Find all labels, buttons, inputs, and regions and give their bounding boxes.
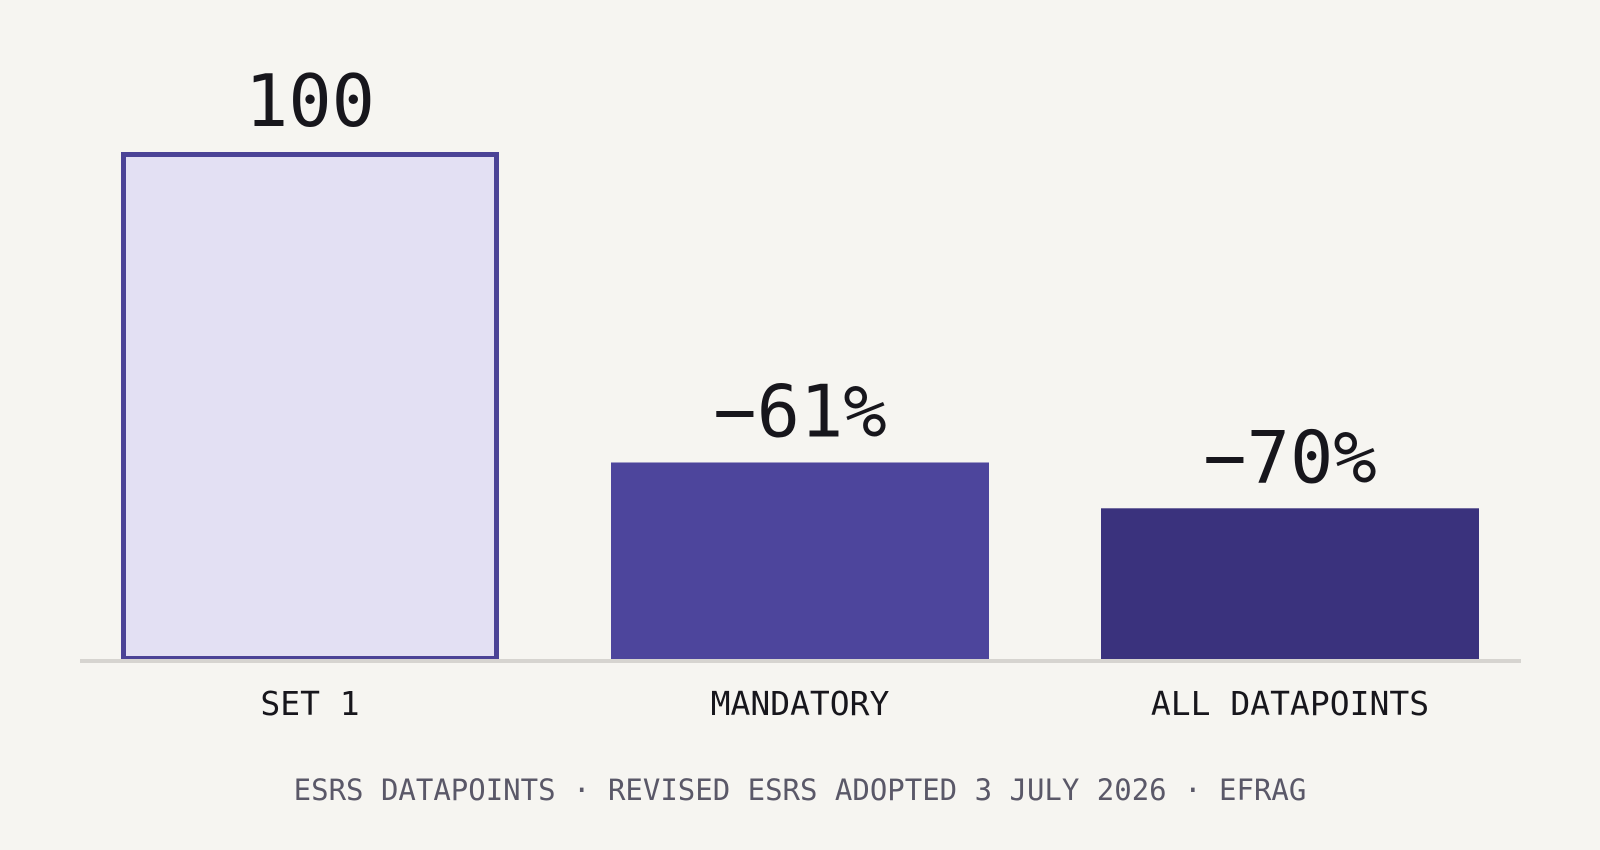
category-label-all-datapoints: ALL DATAPOINTS	[1151, 684, 1429, 723]
labels-group: 100 SET 1 −61% MANDATORY −70% ALL DATAPOINTS	[245, 59, 1429, 723]
data-label-all-datapoints: −70%	[1203, 415, 1376, 499]
category-label-set-1: SET 1	[260, 684, 359, 723]
data-label-mandatory: −61%	[713, 369, 886, 453]
data-label-set-1: 100	[245, 59, 375, 143]
category-label-mandatory: MANDATORY	[711, 684, 890, 723]
bars-group	[121, 152, 1479, 661]
bar-mandatory	[611, 462, 989, 661]
chart-caption: ESRS DATAPOINTS · REVISED ESRS ADOPTED 3…	[294, 773, 1307, 807]
bar-all-datapoints	[1101, 508, 1479, 661]
bar-set-1	[121, 152, 499, 661]
